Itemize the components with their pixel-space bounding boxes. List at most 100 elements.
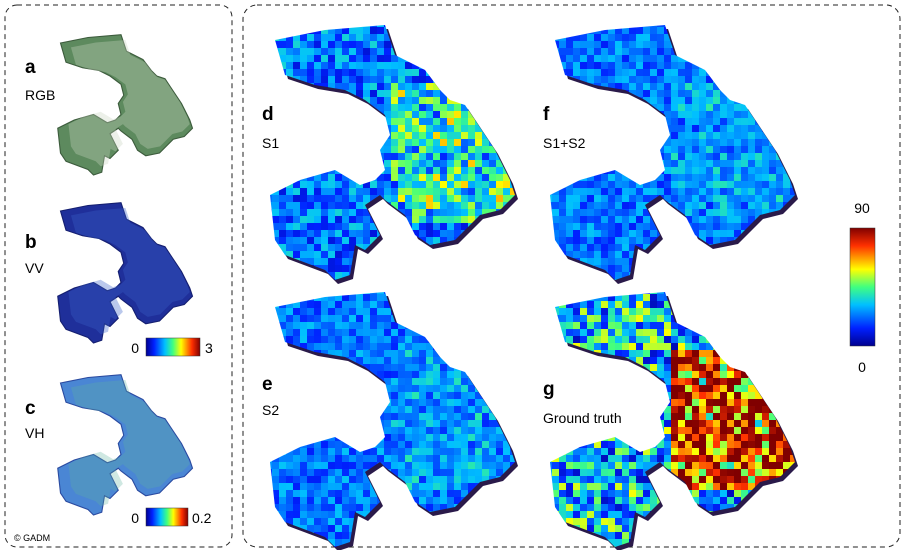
heatmap-cell bbox=[377, 76, 384, 83]
heatmap-cell bbox=[783, 315, 790, 322]
heatmap-cell bbox=[587, 329, 594, 336]
heatmap-cell bbox=[496, 364, 503, 371]
heatmap-cell bbox=[580, 216, 587, 223]
heatmap-cell bbox=[755, 301, 762, 308]
heatmap-cell bbox=[678, 223, 685, 230]
heatmap-cell bbox=[552, 76, 559, 83]
heatmap-cell bbox=[566, 195, 573, 202]
heatmap-cell bbox=[671, 441, 678, 448]
heatmap-cell bbox=[601, 160, 608, 167]
heatmap-cell bbox=[671, 258, 678, 265]
heatmap-cell bbox=[783, 308, 790, 315]
heatmap-cell bbox=[265, 490, 272, 497]
heatmap-cell bbox=[398, 62, 405, 69]
heatmap-cell bbox=[790, 315, 797, 322]
heatmap-cell bbox=[489, 434, 496, 441]
heatmap-cell bbox=[363, 265, 370, 272]
heatmap-cell bbox=[321, 294, 328, 301]
heatmap-cell bbox=[755, 97, 762, 104]
heatmap-cell bbox=[734, 69, 741, 76]
heatmap-cell bbox=[482, 265, 489, 272]
heatmap-cell bbox=[482, 357, 489, 364]
heatmap-cell bbox=[314, 385, 321, 392]
heatmap-cell bbox=[426, 62, 433, 69]
heatmap-cell bbox=[503, 160, 510, 167]
heatmap-cell bbox=[601, 399, 608, 406]
heatmap-cell bbox=[307, 132, 314, 139]
heatmap-cell bbox=[699, 251, 706, 258]
heatmap-cell bbox=[447, 497, 454, 504]
heatmap-cell bbox=[678, 343, 685, 350]
heatmap-cell bbox=[552, 336, 559, 343]
heatmap-cell bbox=[552, 69, 559, 76]
heatmap-cell bbox=[622, 308, 629, 315]
heatmap-cell bbox=[720, 223, 727, 230]
heatmap-cell bbox=[496, 336, 503, 343]
heatmap-cell bbox=[321, 364, 328, 371]
heatmap-cell bbox=[328, 392, 335, 399]
heatmap-cell bbox=[342, 230, 349, 237]
heatmap-cell bbox=[461, 350, 468, 357]
heatmap-cell bbox=[342, 139, 349, 146]
heatmap-cell bbox=[468, 315, 475, 322]
heatmap-cell bbox=[629, 20, 636, 27]
heatmap-cell bbox=[510, 237, 517, 244]
heatmap-cell bbox=[314, 539, 321, 546]
heatmap-cell bbox=[671, 83, 678, 90]
heatmap-cell bbox=[447, 448, 454, 455]
heatmap-cell bbox=[433, 251, 440, 258]
heatmap-cell bbox=[391, 539, 398, 546]
heatmap-cell bbox=[720, 406, 727, 413]
heatmap-cell bbox=[608, 343, 615, 350]
heatmap-cell bbox=[657, 160, 664, 167]
heatmap-cell bbox=[755, 202, 762, 209]
heatmap-cell bbox=[356, 371, 363, 378]
heatmap-cell bbox=[545, 48, 552, 55]
heatmap-cell bbox=[468, 343, 475, 350]
heatmap-cell bbox=[755, 104, 762, 111]
heatmap-cell bbox=[608, 265, 615, 272]
heatmap-cell bbox=[279, 118, 286, 125]
heatmap-cell bbox=[566, 392, 573, 399]
heatmap-cell bbox=[300, 69, 307, 76]
heatmap-cell bbox=[678, 420, 685, 427]
heatmap-cell bbox=[482, 237, 489, 244]
heatmap-cell bbox=[699, 230, 706, 237]
heatmap-cell bbox=[356, 504, 363, 511]
heatmap-cell bbox=[377, 202, 384, 209]
heatmap-cell bbox=[741, 139, 748, 146]
heatmap-cell bbox=[265, 230, 272, 237]
heatmap-cell bbox=[377, 469, 384, 476]
heatmap-cell bbox=[461, 287, 468, 294]
heatmap-cell bbox=[587, 230, 594, 237]
heatmap-cell bbox=[433, 132, 440, 139]
heatmap-cell bbox=[272, 532, 279, 539]
heatmap-cell bbox=[377, 41, 384, 48]
heatmap-cell bbox=[566, 308, 573, 315]
heatmap-cell bbox=[405, 279, 412, 286]
heatmap-cell bbox=[510, 83, 517, 90]
heatmap-cell bbox=[496, 315, 503, 322]
heatmap-cell bbox=[286, 308, 293, 315]
heatmap-cell bbox=[328, 378, 335, 385]
heatmap-cell bbox=[272, 188, 279, 195]
heatmap-cell bbox=[454, 55, 461, 62]
heatmap-cell bbox=[356, 392, 363, 399]
heatmap-cell bbox=[566, 118, 573, 125]
heatmap-cell bbox=[713, 371, 720, 378]
heatmap-cell bbox=[636, 48, 643, 55]
heatmap-cell bbox=[370, 308, 377, 315]
heatmap-cell bbox=[349, 329, 356, 336]
heatmap-cell bbox=[370, 209, 377, 216]
heatmap-cell bbox=[265, 434, 272, 441]
heatmap-cell bbox=[790, 350, 797, 357]
heatmap-cell bbox=[720, 48, 727, 55]
heatmap-cell bbox=[286, 111, 293, 118]
heatmap-cell bbox=[510, 357, 517, 364]
heatmap-cell bbox=[321, 385, 328, 392]
heatmap-cell bbox=[769, 202, 776, 209]
heatmap-cell bbox=[265, 539, 272, 546]
heatmap-cell bbox=[552, 279, 559, 286]
heatmap-cell bbox=[720, 69, 727, 76]
heatmap-cell bbox=[286, 279, 293, 286]
